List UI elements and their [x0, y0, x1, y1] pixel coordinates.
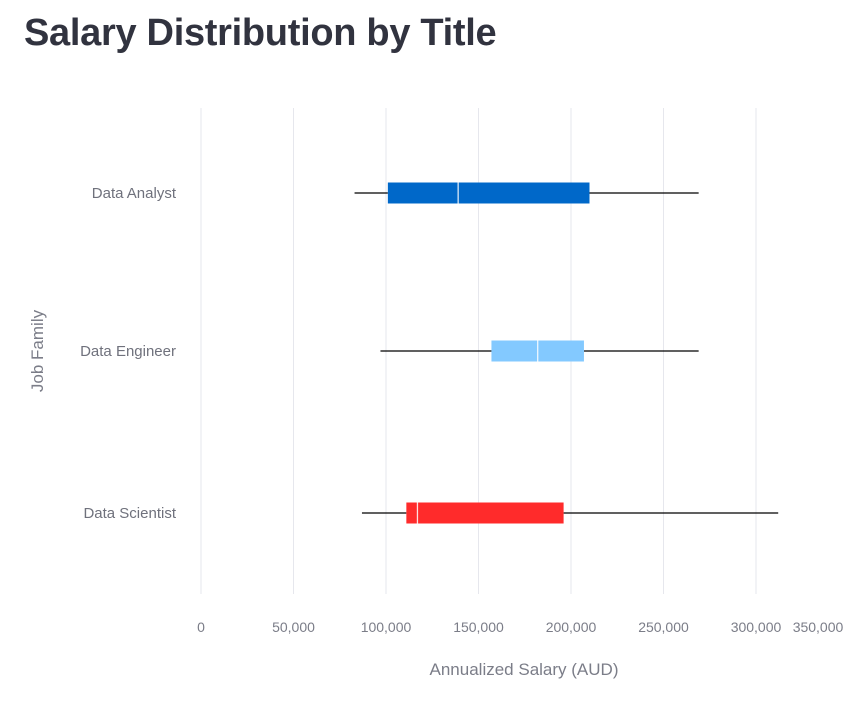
x-tick-label: 150,000: [453, 619, 504, 635]
x-tick-label: 0: [197, 619, 205, 635]
x-tick-label: 50,000: [272, 619, 315, 635]
x-axis-title: Annualized Salary (AUD): [430, 660, 619, 679]
y-category-label: Data Engineer: [80, 343, 176, 360]
x-tick-label: 100,000: [361, 619, 412, 635]
chart-title: Salary Distribution by Title: [24, 12, 497, 54]
x-tick-label: 200,000: [546, 619, 597, 635]
y-axis-title: Job Family: [28, 309, 47, 392]
y-category-label: Data Scientist: [83, 505, 176, 522]
x-tick-label: 300,000: [731, 619, 782, 635]
interquartile-box: [406, 502, 564, 524]
box-data-scientist[interactable]: [361, 502, 779, 524]
box-data-analyst[interactable]: [354, 182, 699, 204]
y-category-label: Data Analyst: [92, 185, 177, 202]
box-series: [354, 182, 779, 524]
x-axis-ticks: 0 50,000 100,000 150,000 200,000 250,000 300,0…: [197, 619, 843, 635]
x-tick-label: 250,000: [638, 619, 689, 635]
box-data-engineer[interactable]: [380, 340, 699, 362]
y-axis-categories: Data Analyst Data Engineer Data Scientist: [80, 185, 177, 522]
x-tick-label: 350,000: [793, 619, 844, 635]
interquartile-box: [387, 182, 590, 204]
